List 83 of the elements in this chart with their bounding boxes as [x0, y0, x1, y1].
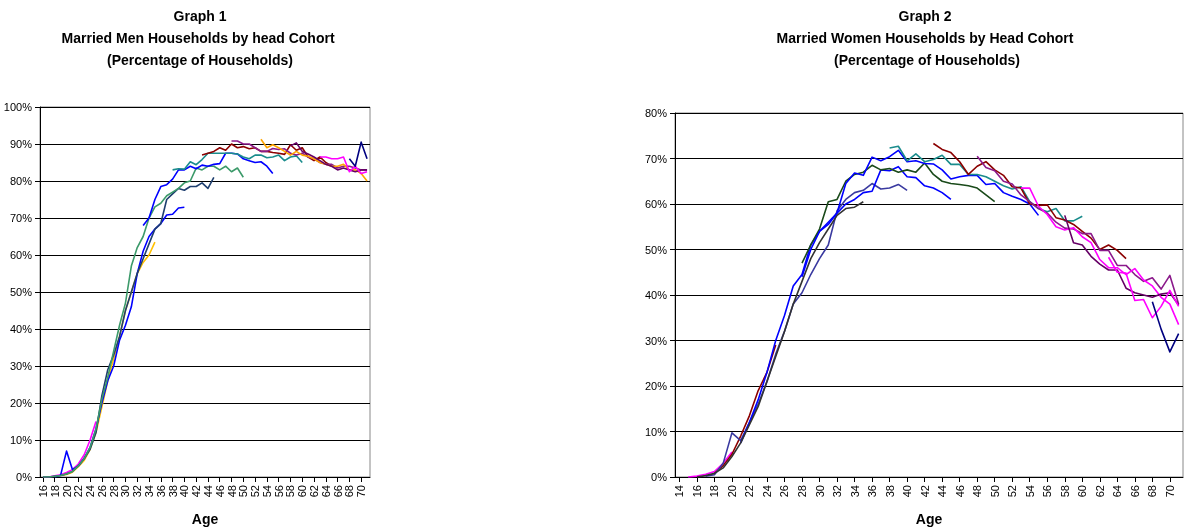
y-tick-label: 20%: [644, 380, 668, 392]
x-tick-label: 40: [178, 485, 191, 498]
y-tick-label: 30%: [9, 360, 33, 372]
chart-title: Graph 2: [898, 8, 952, 24]
x-axis-title: Age: [191, 511, 219, 527]
x-tick-label: 66: [331, 485, 344, 498]
y-tick-label: 90%: [9, 138, 33, 150]
x-tick-label: 46: [213, 485, 226, 498]
x-tick-label: 52: [249, 485, 262, 498]
x-tick-label: 60: [1076, 485, 1089, 498]
y-tick-label: 10%: [644, 425, 668, 438]
y-tick-label: 50%: [9, 286, 33, 298]
x-tick-label: 56: [1041, 485, 1054, 498]
x-tick-label: 46: [953, 485, 966, 498]
chart-subtitle: Married Men Households by head Cohort (Percentage of Households): [61, 30, 339, 68]
y-tick-label: 20%: [9, 397, 33, 409]
x-tick-label: 32: [131, 485, 144, 498]
x-tick-label: 34: [848, 485, 861, 498]
x-tick-label: 54: [260, 485, 273, 498]
x-tick-label: 30: [813, 485, 826, 498]
x-tick-label: 68: [1146, 485, 1159, 498]
x-tick-label: 44: [936, 485, 949, 498]
y-tick-label: 10%: [9, 434, 33, 446]
x-tick-label: 40: [901, 485, 914, 498]
y-tick-label: 0%: [651, 471, 668, 483]
x-tick-label: 16: [690, 485, 703, 498]
x-tick-label: 42: [918, 485, 931, 498]
x-tick-label: 32: [831, 485, 844, 498]
x-tick-label: 60: [296, 485, 309, 498]
y-tick-label: 40%: [644, 289, 668, 301]
x-tick-label: 24: [84, 485, 97, 498]
x-tick-label: 24: [760, 485, 773, 498]
x-tick-label: 64: [319, 485, 332, 498]
x-tick-label: 34: [143, 485, 156, 498]
x-tick-label: 22: [743, 485, 756, 498]
chart-subtitle: Married Women Households by Head Cohort (Percentage of Households): [776, 30, 1074, 68]
x-tick-label: 18: [708, 485, 721, 498]
x-tick-label: 14: [673, 485, 686, 498]
x-tick-label: 20: [60, 485, 73, 498]
y-tick-label: 80%: [9, 175, 33, 187]
x-tick-label: 48: [225, 485, 238, 498]
x-tick-label: 62: [308, 485, 321, 498]
x-tick-label: 38: [166, 485, 179, 498]
x-tick-label: 50: [237, 485, 250, 498]
x-tick-label: 44: [201, 485, 214, 498]
y-tick-label: 70%: [644, 152, 668, 165]
x-tick-label: 58: [1058, 485, 1071, 498]
x-tick-label: 58: [284, 485, 297, 498]
x-tick-label: 22: [72, 485, 85, 498]
x-tick-label: 52: [1006, 485, 1019, 498]
x-tick-label: 50: [988, 485, 1001, 498]
x-tick-label: 38: [883, 485, 896, 498]
x-tick-label: 68: [343, 485, 356, 498]
y-tick-label: 60%: [9, 249, 33, 261]
x-tick-label: 54: [1023, 485, 1036, 498]
y-tick-label: 100%: [3, 101, 33, 113]
x-tick-label: 26: [778, 485, 791, 498]
chart-title: Graph 1: [173, 8, 227, 24]
x-tick-label: 28: [796, 485, 808, 498]
x-tick-label: 18: [48, 485, 61, 498]
x-tick-label: 70: [1163, 485, 1176, 498]
x-axis-title: Age: [915, 511, 943, 527]
y-tick-label: 60%: [644, 198, 668, 210]
x-tick-label: 64: [1111, 485, 1124, 498]
x-tick-label: 42: [190, 485, 203, 498]
x-tick-label: 56: [272, 485, 285, 498]
x-tick-label: 66: [1128, 485, 1141, 498]
x-tick-label: 28: [107, 485, 120, 498]
x-tick-label: 62: [1093, 485, 1106, 498]
x-tick-label: 36: [154, 485, 167, 498]
y-tick-label: 30%: [644, 334, 668, 347]
x-tick-label: 36: [866, 485, 879, 498]
y-tick-label: 80%: [644, 107, 668, 119]
y-tick-label: 70%: [9, 212, 33, 224]
y-tick-label: 40%: [9, 323, 33, 335]
x-tick-label: 26: [95, 485, 108, 498]
y-tick-label: 50%: [644, 243, 668, 256]
x-tick-label: 70: [355, 485, 368, 498]
y-tick-label: 0%: [16, 471, 33, 483]
x-tick-label: 16: [36, 485, 49, 498]
x-tick-label: 30: [119, 485, 132, 498]
x-tick-label: 48: [971, 485, 984, 498]
x-tick-label: 20: [725, 485, 738, 498]
